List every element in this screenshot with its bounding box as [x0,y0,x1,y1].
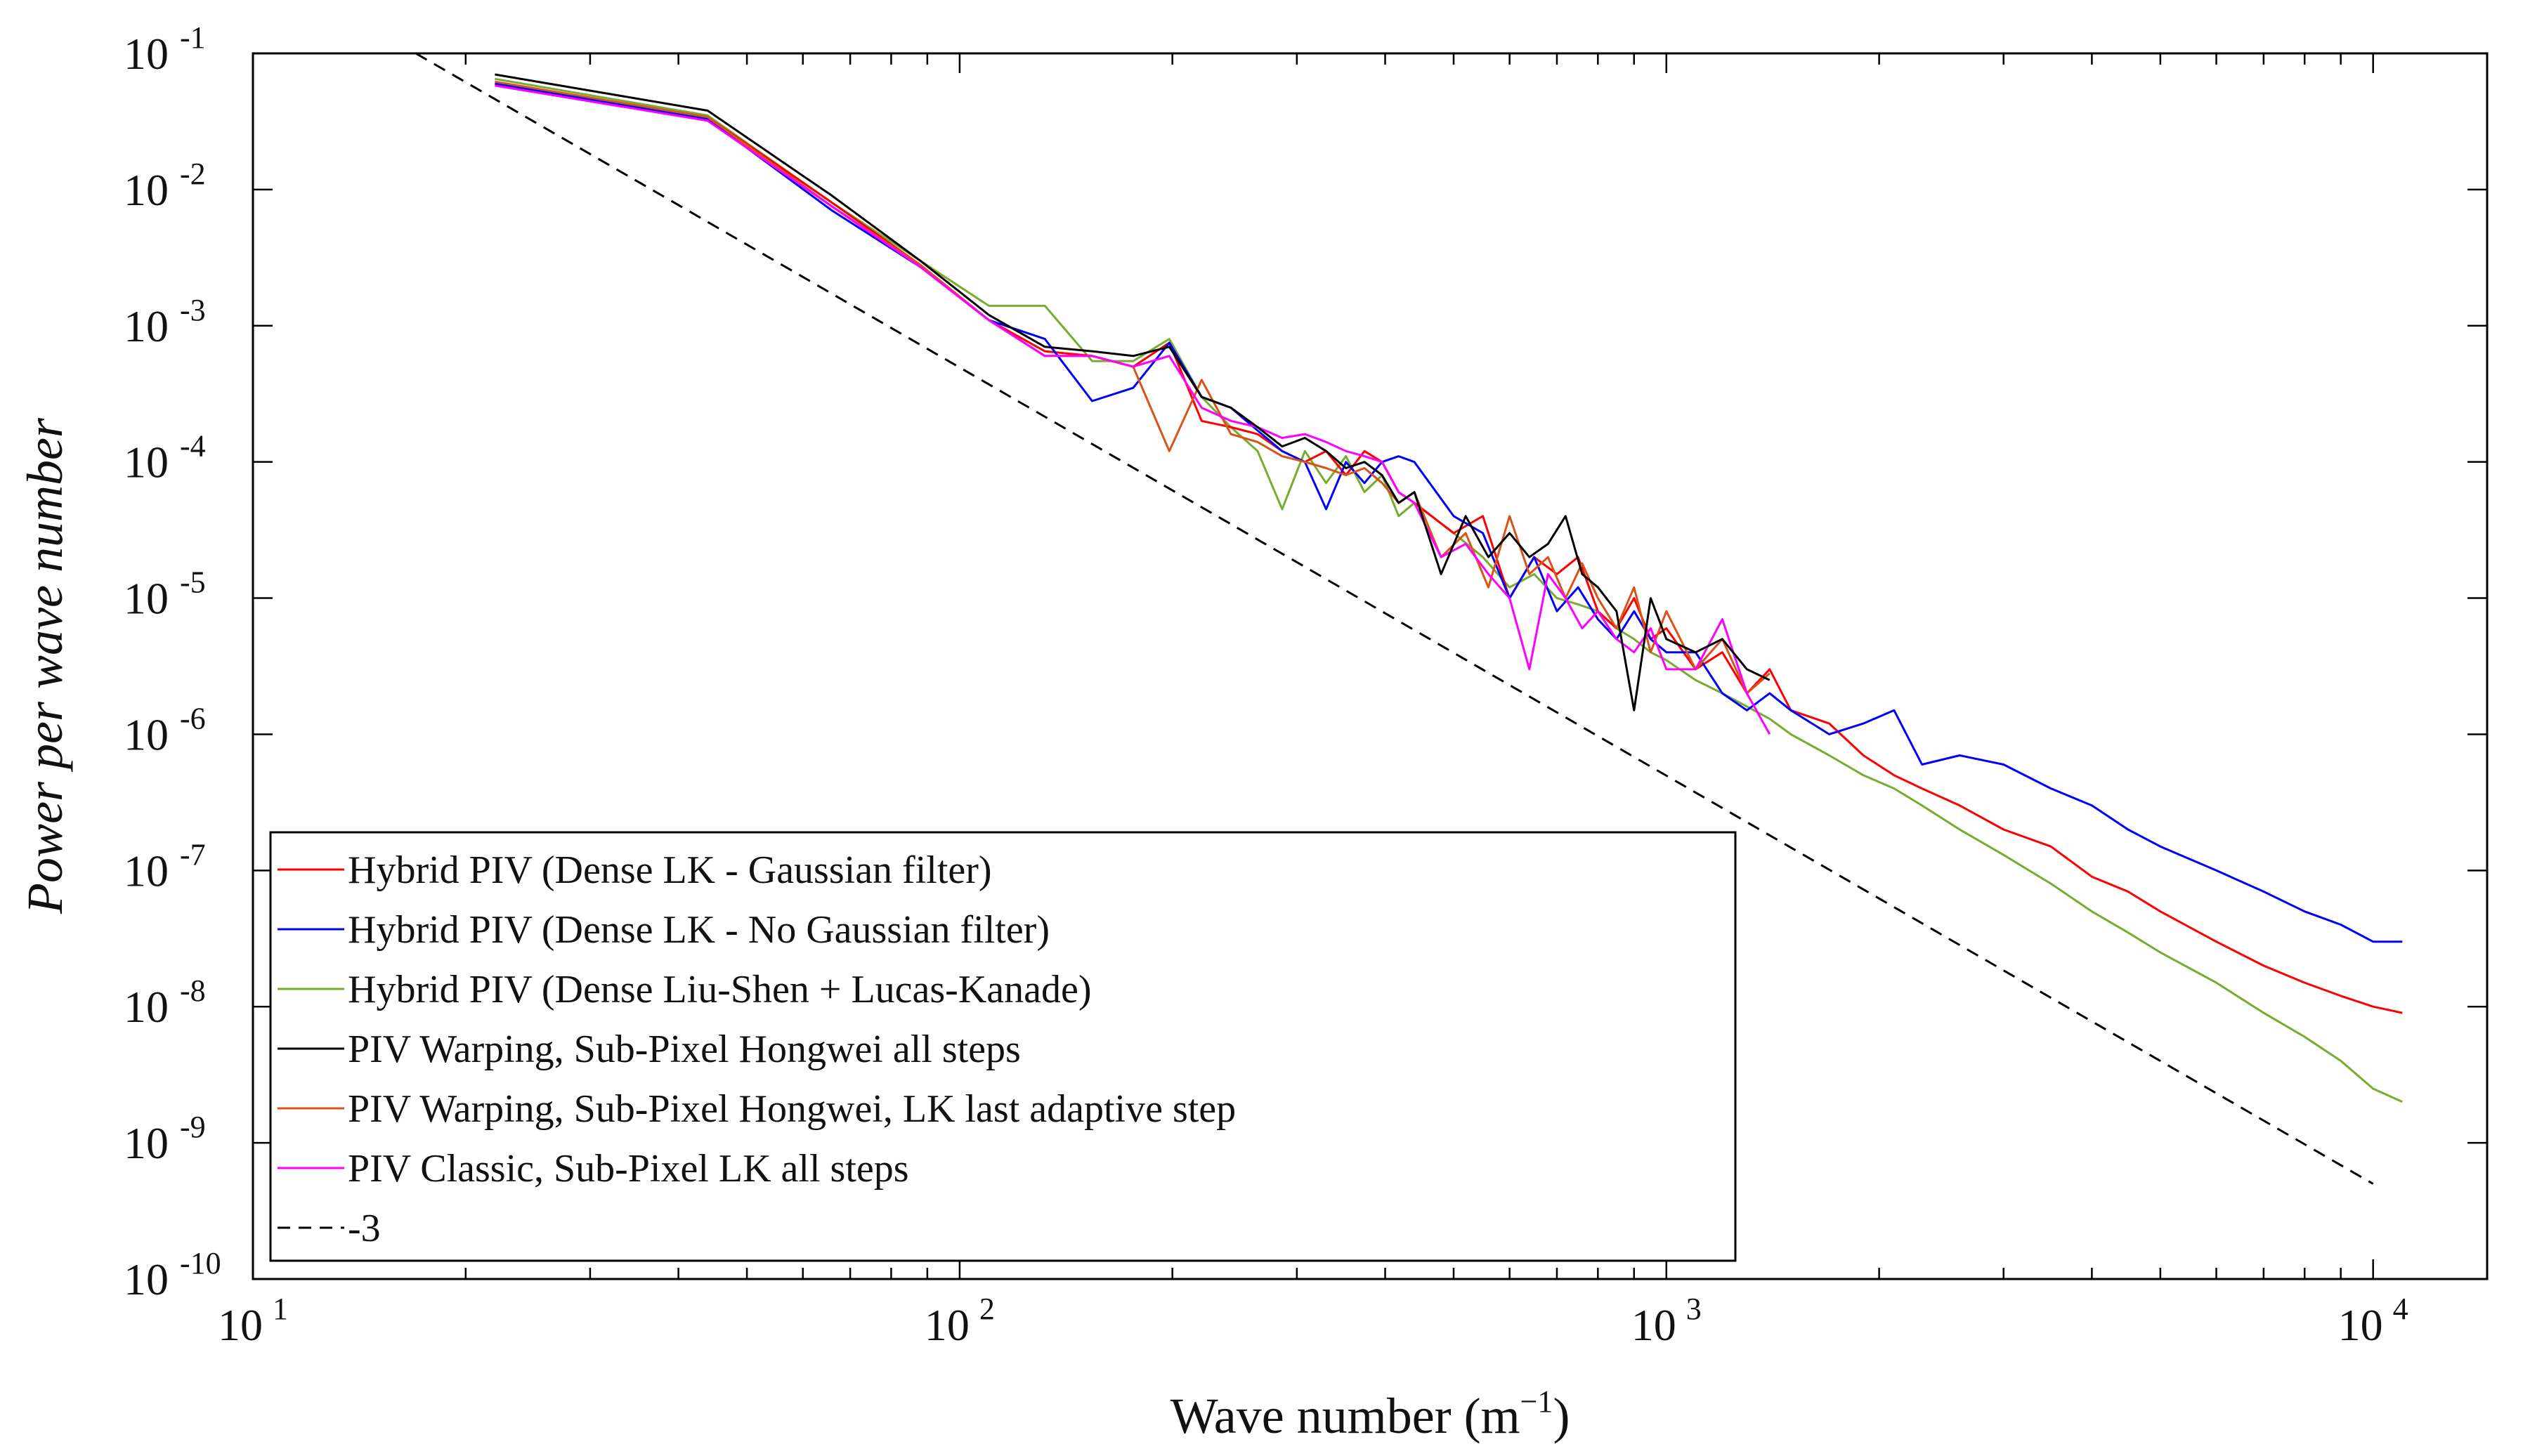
legend: Hybrid PIV (Dense LK - Gaussian filter) … [269,831,1737,1262]
y-tick-label-exponent: -1 [180,20,206,55]
x-tick-label: 10 [2338,1300,2383,1350]
x-axis-label-close: ) [1553,1388,1570,1444]
plot-frame [252,52,2489,1280]
y-tick-label-exponent: -6 [180,701,206,735]
legend-label-warping-lk: PIV Warping, Sub-Pixel Hongwei, LK last … [348,1087,1236,1131]
y-tick-label-exponent: -2 [180,157,206,191]
series-line-3 [495,73,1771,711]
x-tick-label-exponent: 1 [273,1292,288,1326]
series-line-5 [495,84,1771,735]
x-tick-label: 10 [1631,1300,1676,1350]
y-tick-label-exponent: -5 [180,565,206,600]
x-tick-label-exponent: 4 [2393,1292,2408,1326]
y-tick-label: 10 [124,301,169,351]
svg-text:Wave number (m−1): Wave number (m−1) [1171,1384,1570,1444]
y-tick-label-exponent: -4 [180,429,206,464]
legend-label-warping-hongwei: PIV Warping, Sub-Pixel Hongwei all steps [348,1028,1021,1071]
y-tick-label: 10 [124,709,169,759]
y-tick-label: 10 [124,574,169,624]
y-tick-label: 10 [124,165,169,215]
x-tick-label-exponent: 2 [979,1292,995,1326]
x-tick-label: 10 [218,1300,263,1350]
reference-slope-line [415,53,2374,1185]
y-tick-label: 10 [124,1254,169,1304]
legend-label-liu-shen: Hybrid PIV (Dense Liu-Shen + Lucas-Kanad… [348,968,1091,1011]
y-tick-label-exponent: -9 [180,1110,206,1144]
y-tick-label: 10 [124,438,169,487]
legend-box [269,831,1737,1262]
y-axis-label: Power per wave number [17,417,73,914]
x-tick-label: 10 [925,1300,970,1350]
series-layer [415,53,2403,1185]
ticks-layer: 10 1 10 2 10 3 10 4 10 -1 10 -2 10 -3 10 -4 10 -5 10 -6 10 -7… [124,20,2487,1350]
legend-label-classic-lk: PIV Classic, Sub-Pixel LK all steps [348,1147,909,1191]
x-axis-label: Wave number (m−1) [1171,1384,1570,1444]
y-tick-label: 10 [124,29,169,79]
y-tick-label: 10 [124,846,169,896]
x-axis-label-text: Wave number (m [1171,1388,1520,1444]
x-tick-label-exponent: 3 [1686,1292,1702,1326]
y-tick-label-exponent: -3 [180,293,206,327]
y-tick-label-exponent: -10 [180,1246,221,1280]
y-axis-label-text: Power per wave number [17,417,73,914]
y-tick-label: 10 [124,982,169,1032]
series-line-1 [495,82,2403,943]
y-tick-label-exponent: -7 [180,837,206,872]
x-axis-label-exponent: −1 [1520,1384,1553,1419]
y-tick-label: 10 [124,1118,169,1168]
legend-label-reference: -3 [348,1207,381,1250]
legend-label-gaussian: Hybrid PIV (Dense LK - Gaussian filter) [348,848,992,892]
legend-label-no-gaussian: Hybrid PIV (Dense LK - No Gaussian filte… [348,908,1050,952]
y-tick-label-exponent: -8 [180,973,206,1008]
